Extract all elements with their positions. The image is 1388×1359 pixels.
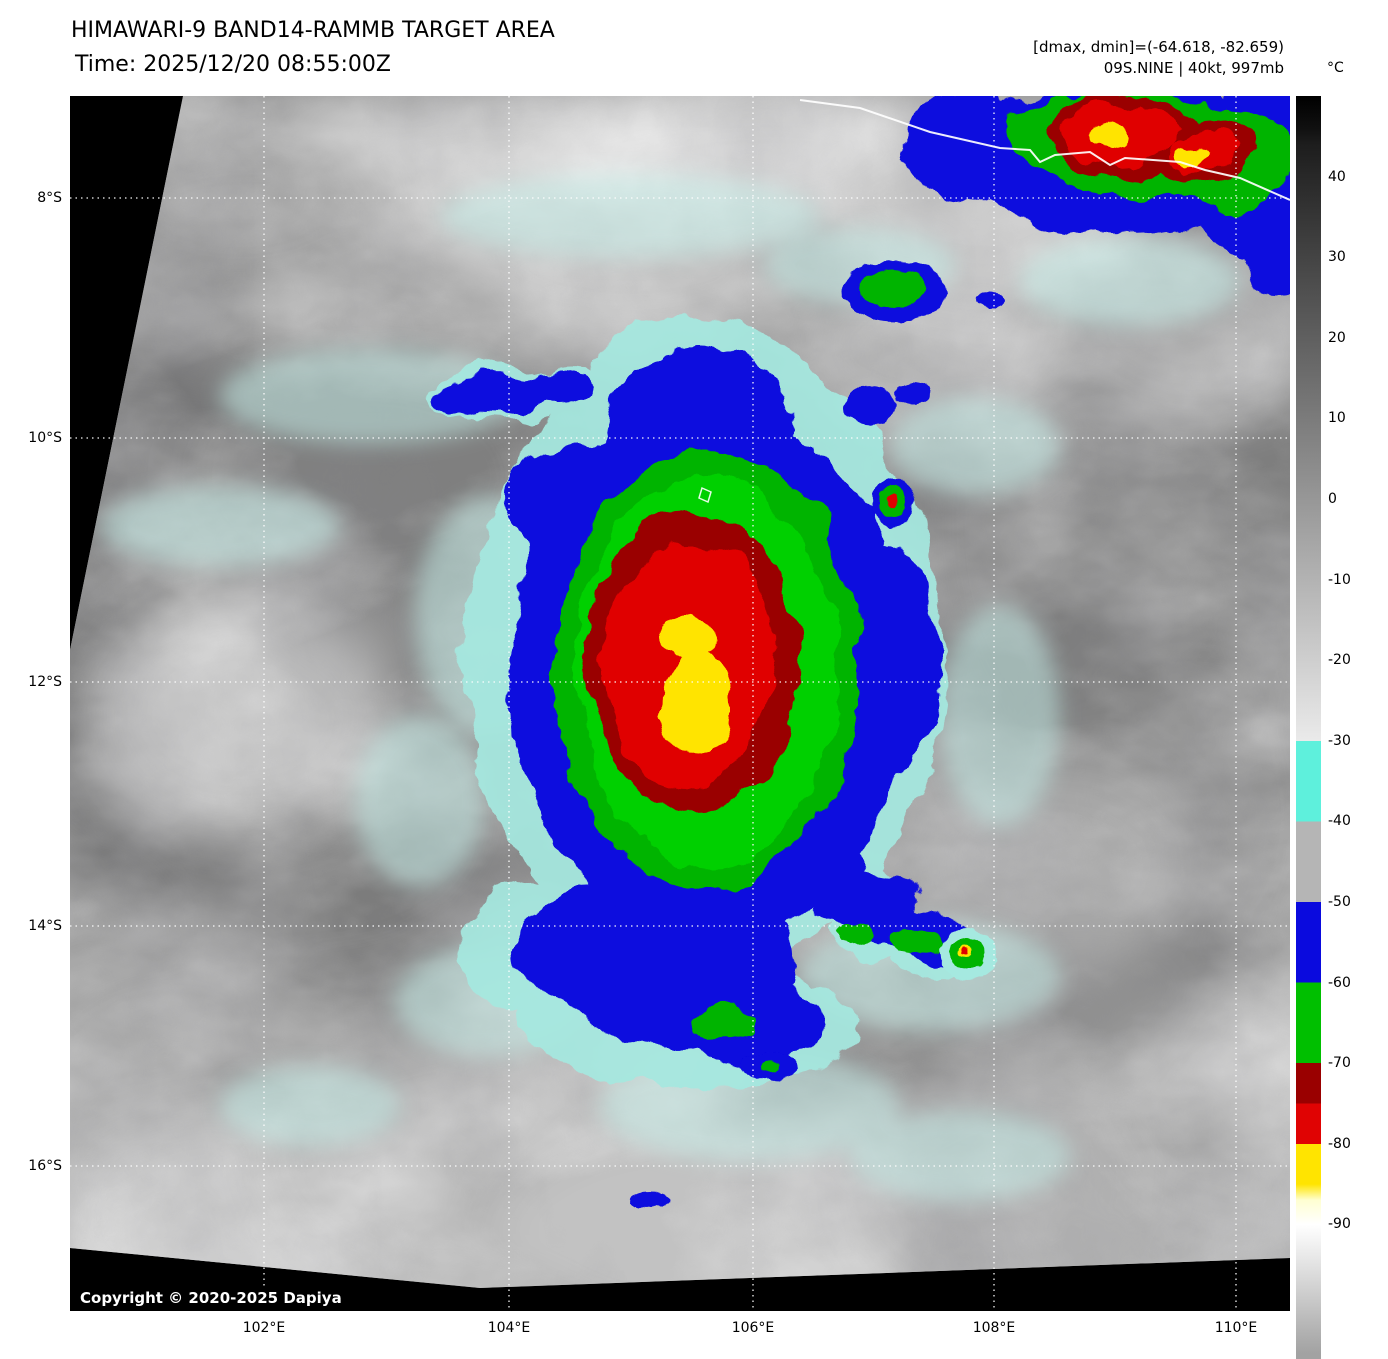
colorbar-tick: -20 [1328, 652, 1351, 669]
colorbar-tick: -30 [1328, 732, 1351, 749]
lat-label: 10°S [28, 430, 62, 446]
storm-enhancement [430, 96, 1290, 1086]
lon-label: 110°E [1214, 1320, 1258, 1336]
colorbar-tick: -60 [1328, 974, 1351, 991]
colorbar-tick: 10 [1328, 410, 1346, 427]
lat-label: 8°S [37, 190, 62, 206]
colorbar-tick: -70 [1328, 1055, 1351, 1072]
header-info: [dmax, dmin]=(-64.618, -82.659) 09S.NINE… [1033, 37, 1284, 79]
satellite-image [70, 96, 1290, 1311]
colorbar-ticks: 40 30 20 10 0 -10 -20 -30 -40 -50 -60 -7… [1328, 96, 1384, 1359]
small-convective-features [630, 261, 1003, 1208]
colorbar-tick: 40 [1328, 168, 1346, 185]
dmax-dmin-readout: [dmax, dmin]=(-64.618, -82.659) [1033, 38, 1284, 56]
copyright-label: Copyright © 2020-2025 Dapiya [70, 1286, 352, 1310]
product-title: HIMAWARI-9 BAND14-RAMMB TARGET AREA [71, 18, 555, 43]
colorbar-tick: 0 [1328, 491, 1337, 507]
storm-info: 09S.NINE | 40kt, 997mb [1103, 59, 1284, 77]
colorbar-unit: °C [1327, 60, 1344, 76]
temperature-colorbar [1296, 96, 1321, 1359]
lon-label: 104°E [487, 1320, 531, 1336]
product-time: Time: 2025/12/20 08:55:00Z [75, 52, 391, 77]
lon-label: 106°E [731, 1320, 775, 1336]
colorbar-tick: -50 [1328, 894, 1351, 910]
colorbar-tick: 30 [1328, 249, 1346, 266]
latlon-grid [70, 96, 1290, 1311]
colorbar-tick: -40 [1328, 813, 1351, 830]
lon-label: 108°E [972, 1320, 1016, 1336]
coastline [799, 99, 1290, 201]
colorbar-tick: -90 [1328, 1216, 1351, 1233]
colorbar-tick: -10 [1328, 571, 1351, 588]
lat-label: 14°S [28, 918, 62, 934]
lat-label: 12°S [28, 674, 62, 690]
colorbar-tick: -80 [1328, 1135, 1351, 1152]
convective-cluster-ne [905, 96, 1290, 296]
satellite-map: Copyright © 2020-2025 Dapiya [70, 96, 1290, 1311]
lon-label: 102°E [242, 1320, 286, 1336]
island-outline [698, 486, 712, 504]
lat-label: 16°S [28, 1158, 62, 1174]
colorbar-tick: 20 [1328, 329, 1346, 346]
cirrus-wisps [100, 174, 1240, 1201]
